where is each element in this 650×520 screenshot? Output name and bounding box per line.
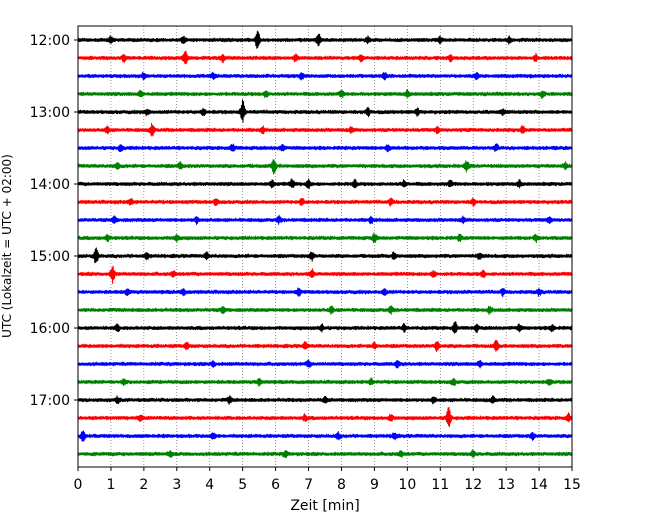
seismic-trace [77, 197, 573, 208]
x-tick-label: 6 [271, 477, 280, 493]
seismic-trace [77, 321, 573, 334]
y-tick-label: 17:00 [30, 393, 70, 409]
trace-layer [77, 30, 573, 458]
x-tick-label: 12 [464, 477, 482, 493]
x-tick-label: 14 [530, 477, 548, 493]
x-tick-label: 13 [497, 477, 515, 493]
y-tick-label: 13:00 [30, 105, 70, 121]
seismic-trace [77, 359, 573, 369]
y-tick-label: 12:00 [30, 33, 70, 49]
seismic-trace [77, 406, 573, 428]
seismic-trace [77, 178, 573, 190]
seismic-trace [77, 71, 573, 81]
y-axis-label: UTC (Lokalzeit = UTC + 02:00) [0, 154, 14, 338]
seismic-trace [77, 247, 573, 264]
x-tick-label: 4 [205, 477, 214, 493]
x-tick-label: 0 [74, 477, 83, 493]
x-tick-label: 5 [238, 477, 247, 493]
seismic-trace [77, 99, 573, 123]
seismic-trace [77, 214, 573, 225]
seismic-trace [77, 50, 573, 65]
seismic-trace [77, 305, 573, 315]
seismic-trace [77, 122, 573, 137]
seismic-trace [77, 287, 573, 298]
seismic-trace [77, 430, 573, 442]
seismic-trace [77, 449, 573, 458]
x-tick-label: 15 [563, 477, 581, 493]
seismic-trace [77, 232, 573, 244]
x-tick-label: 3 [172, 477, 181, 493]
x-tick-label: 9 [370, 477, 379, 493]
plot-background [78, 26, 572, 467]
y-tick-label: 16:00 [30, 321, 70, 337]
seismic-trace [77, 30, 573, 49]
x-tick-label: 7 [304, 477, 313, 493]
y-tick-label: 15:00 [30, 249, 70, 265]
y-axis-ticks: 12:00 13:00 14:00 15:00 16:00 17:00 [30, 33, 78, 409]
seismic-trace [77, 339, 573, 353]
x-tick-label: 2 [139, 477, 148, 493]
x-axis-label: Zeit [min] [290, 498, 359, 514]
x-tick-label: 1 [106, 477, 115, 493]
x-axis-ticks: 0 1 2 3 4 5 6 7 8 9 10 11 12 13 14 15 [74, 467, 581, 493]
seismic-trace [77, 377, 573, 387]
x-tick-label: 10 [398, 477, 416, 493]
seismic-trace [77, 89, 573, 99]
x-tick-label: 8 [337, 477, 346, 493]
x-tick-label: 11 [431, 477, 449, 493]
seismic-trace [77, 265, 573, 284]
y-tick-label: 14:00 [30, 177, 70, 193]
seismic-trace [77, 395, 573, 405]
seismic-trace [77, 143, 573, 153]
seismic-trace [77, 159, 573, 175]
plot-frame [77, 25, 573, 468]
